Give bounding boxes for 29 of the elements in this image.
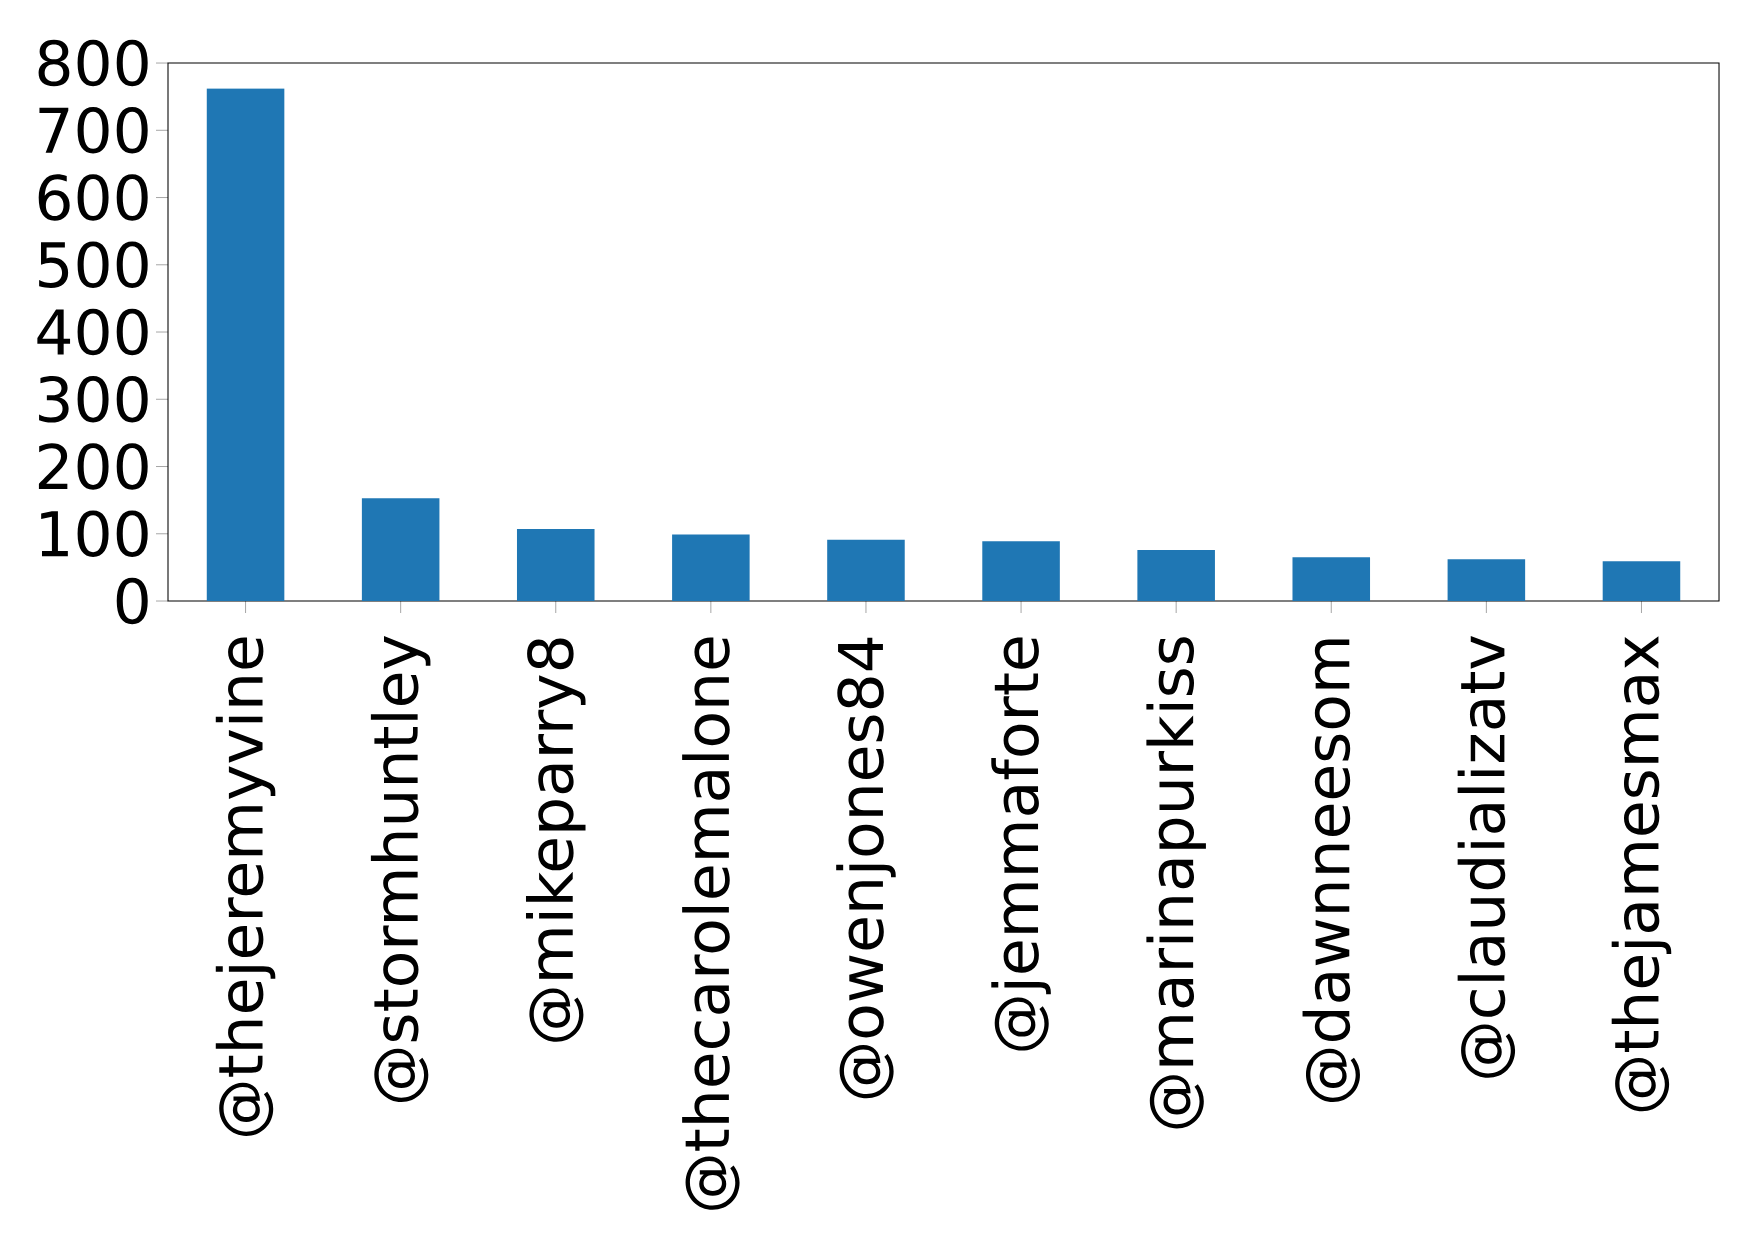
x-tick-label: @claudializatv xyxy=(1457,635,1516,1078)
y-tick-label: 300 xyxy=(39,376,148,423)
x-tick-label: @stormhuntley xyxy=(370,636,431,1102)
x-tick-label: @thejamesmax xyxy=(1611,636,1672,1112)
x-tick-label: @mikeparry8 xyxy=(525,638,586,1042)
y-tick-label: 400 xyxy=(37,308,148,356)
x-tick-label: @jemmaforte xyxy=(991,637,1051,1051)
bar xyxy=(1602,561,1681,602)
bar xyxy=(516,529,595,602)
y-tick-label: 0 xyxy=(116,577,148,625)
x-tick-label: @dawnneesom xyxy=(1302,639,1360,1102)
bar xyxy=(1447,559,1526,602)
y-tick-label: 500 xyxy=(39,241,148,289)
y-tick-label: 800 xyxy=(38,39,148,87)
y-tick-label: 200 xyxy=(38,443,148,490)
x-tick-label: @thejeremyvine xyxy=(215,637,276,1136)
bar xyxy=(1292,557,1371,602)
bar xyxy=(672,534,750,602)
y-tick-label: 700 xyxy=(39,107,148,154)
x-tick-label: @owenjones84 xyxy=(836,637,896,1099)
bar xyxy=(361,498,440,602)
bar xyxy=(982,541,1060,602)
x-tick-label: @marinapurkiss xyxy=(1146,637,1206,1129)
y-tick-label: 100 xyxy=(41,510,148,558)
bar xyxy=(1137,549,1215,602)
x-tick-label: @thecarolemalone xyxy=(682,637,740,1210)
y-tick-label: 600 xyxy=(38,174,148,221)
bar xyxy=(827,539,905,602)
bar xyxy=(206,88,285,602)
